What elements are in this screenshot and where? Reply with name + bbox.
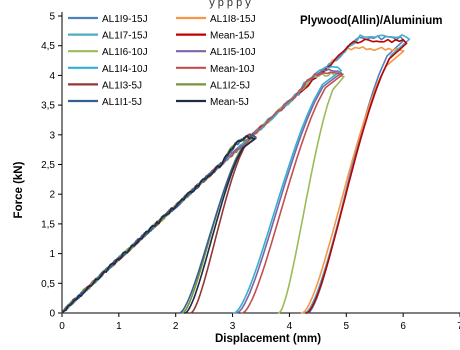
- legend-label: Mean-5J: [210, 97, 249, 108]
- y-tick-label: 2,5: [41, 160, 55, 171]
- y-tick-label: 1: [49, 249, 55, 260]
- series-layer: [61, 34, 411, 314]
- y-tick-label: 4,5: [41, 41, 55, 52]
- header-fragment: y p p p y: [209, 0, 251, 9]
- y-axis-label: Force (kN): [13, 161, 25, 218]
- series-line-mean-5j: [61, 135, 256, 314]
- legend-label: AL1I3-5J: [102, 80, 142, 91]
- legend-label: Mean-15J: [210, 31, 254, 42]
- legend-label: AL1I4-10J: [102, 64, 148, 75]
- series-line-al1i6-10j: [61, 71, 345, 314]
- y-tick-label: 0: [49, 309, 55, 320]
- series-line-al1i7-15j: [61, 34, 411, 314]
- y-tick-label: 5: [49, 12, 55, 23]
- chart-title: Plywood(Allin)/Aluminium: [300, 15, 442, 27]
- x-tick-label: 4: [287, 321, 293, 332]
- legend-label: AL1I8-15J: [210, 14, 256, 25]
- x-tick-label: 0: [59, 321, 65, 332]
- legend-label: Mean-10J: [210, 64, 254, 75]
- legend: AL1I9-15J AL1I8-15J AL1I7-15J Mean-15J AL1I6…: [68, 14, 256, 108]
- x-tick-label: 3: [230, 321, 236, 332]
- x-tick-label: 5: [344, 321, 350, 332]
- legend-label: AL1I6-10J: [102, 47, 148, 58]
- y-tick-label: 0,5: [41, 279, 55, 290]
- x-tick-label: 2: [173, 321, 179, 332]
- axes-layer: [61, 12, 460, 314]
- y-tick-label: 2: [49, 190, 55, 201]
- x-axis-label: Displacement (mm): [215, 333, 321, 345]
- x-tick-label: 1: [116, 321, 122, 332]
- series-line-mean-10j: [61, 71, 344, 314]
- y-tick-label: 1,5: [41, 219, 55, 230]
- x-tick-label: 6: [400, 321, 406, 332]
- y-tick-label: 3,5: [41, 101, 55, 112]
- x-tick-label: 7: [457, 321, 460, 332]
- legend-label: AL1I9-15J: [102, 14, 148, 25]
- legend-label: AL1I2-5J: [210, 80, 250, 91]
- legend-label: AL1I7-15J: [102, 31, 148, 42]
- legend-label: AL1I1-5J: [102, 97, 142, 108]
- y-tick-label: 3: [49, 130, 55, 141]
- legend-label: AL1I5-10J: [210, 47, 256, 58]
- y-tick-label: 4: [49, 71, 55, 82]
- ticks-layer: 0 0,5 1 1,5 2 2,5 3 3,5 4 4,5 5 0 1 2 3 4 5 6 7: [41, 12, 460, 332]
